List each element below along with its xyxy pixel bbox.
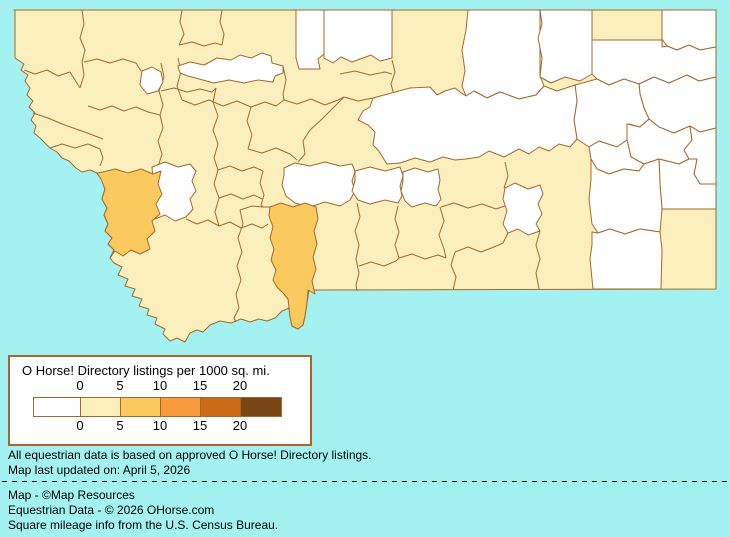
legend-tick-label: 15 — [192, 378, 208, 393]
county-border-line — [354, 202, 361, 292]
county-border-line — [259, 170, 265, 208]
county-border-line — [438, 206, 447, 259]
legend-ticks-bottom: 0 5 10 15 20 — [10, 418, 310, 434]
credit-square-mileage: Square mileage info from the U.S. Census… — [8, 518, 279, 532]
county-border-line — [247, 147, 298, 161]
county-border-line — [178, 41, 223, 47]
county-treasure — [502, 182, 544, 236]
county-border-line — [185, 218, 269, 229]
county-border-line — [83, 58, 142, 72]
legend-tick-label: 5 — [116, 378, 124, 393]
county-border-line — [394, 205, 400, 259]
county-border-line — [450, 251, 457, 291]
legend-swatch-4 — [201, 398, 241, 416]
dashed-divider — [2, 481, 728, 482]
county-valley — [537, 9, 593, 84]
county-border-line — [158, 62, 165, 116]
county-border-line — [23, 69, 81, 89]
legend-swatch-0 — [34, 398, 81, 416]
legend-tick-label: 20 — [232, 378, 248, 393]
legend-tick-label: 5 — [116, 418, 124, 433]
county-phillips — [461, 9, 545, 100]
legend-box: O Horse! Directory listings per 1000 sq.… — [8, 355, 312, 446]
county-border-line — [32, 112, 104, 140]
legend-swatch-1 — [81, 398, 121, 416]
county-border-line — [239, 205, 270, 211]
legend-swatch-5 — [241, 398, 281, 416]
county-flathead-lake — [139, 66, 164, 95]
county-custer — [588, 158, 663, 235]
county-meagher — [281, 161, 356, 208]
county-sheridan — [661, 9, 717, 51]
county-border-line — [282, 65, 287, 101]
county-fergus-petroleum-garfield — [357, 84, 578, 165]
county-border-line — [454, 232, 509, 253]
county-border-line — [219, 9, 225, 46]
legend-tick-label: 10 — [152, 378, 168, 393]
county-border-line — [217, 165, 264, 172]
county-border-line — [343, 96, 374, 102]
county-border-line — [157, 114, 164, 168]
county-border-line — [87, 105, 161, 116]
county-border-line — [503, 161, 509, 189]
note-last-updated: Map last updated on: April 5, 2026 — [8, 463, 191, 477]
legend-tick-label: 15 — [192, 418, 208, 433]
county-border-line — [535, 230, 541, 290]
credit-equestrian-data: Equestrian Data - © 2026 OHorse.com — [8, 503, 215, 517]
county-border-line — [297, 96, 345, 163]
legend-tick-label: 0 — [76, 378, 84, 393]
county-border-line — [79, 9, 86, 89]
legend-ticks-top: 0 5 10 15 20 — [10, 378, 310, 394]
county-border-line — [283, 96, 345, 106]
county-wheatland — [351, 166, 404, 205]
county-border-line — [233, 209, 244, 323]
county-border-line — [181, 99, 285, 108]
credit-map: Map - ©Map Resources — [8, 488, 135, 502]
legend-color-ramp — [33, 397, 282, 417]
county-border-line — [358, 257, 400, 267]
legend-swatch-2 — [121, 398, 161, 416]
county-ravalli — [96, 168, 163, 259]
county-powder-river — [589, 228, 663, 290]
legend-tick-label: 20 — [232, 418, 248, 433]
county-border-line — [398, 253, 447, 260]
legend-tick-label: 0 — [76, 418, 84, 433]
county-border-line — [49, 143, 104, 167]
note-data-source: All equestrian data is based on approved… — [8, 448, 372, 462]
montana-county-map — [13, 9, 717, 343]
legend-tick-label: 10 — [152, 418, 168, 433]
county-border-line — [178, 9, 185, 46]
county-golden-valley — [400, 167, 442, 208]
county-border-line — [160, 87, 217, 93]
county-hill — [323, 9, 393, 64]
county-border-line — [339, 70, 393, 76]
county-border-line — [440, 202, 506, 210]
legend-title: O Horse! Directory listings per 1000 sq.… — [22, 363, 270, 378]
county-border-line — [246, 106, 253, 150]
county-pondera — [177, 52, 284, 84]
county-border-line — [218, 193, 263, 200]
legend-swatch-3 — [161, 398, 201, 416]
county-gallatin — [268, 202, 319, 330]
